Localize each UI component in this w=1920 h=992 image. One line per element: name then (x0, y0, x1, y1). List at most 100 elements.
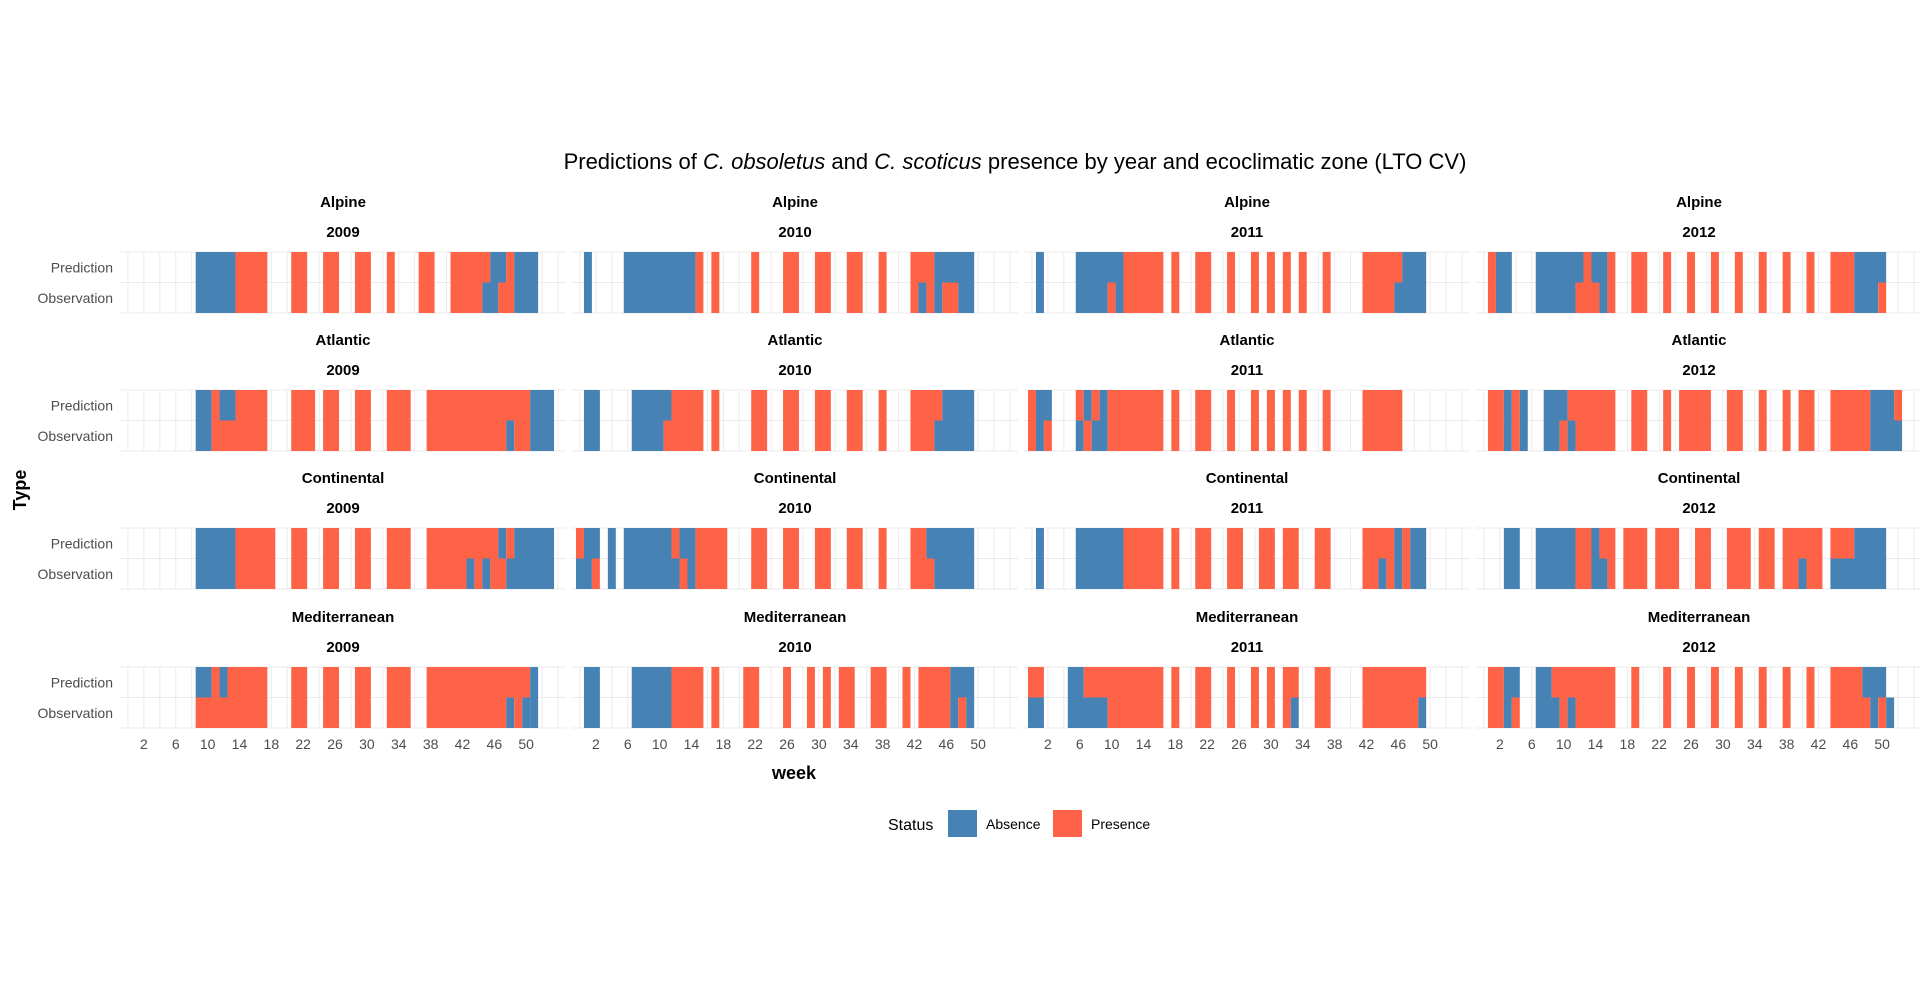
tile (838, 697, 855, 728)
observation-row (195, 282, 539, 313)
tile (1075, 252, 1124, 283)
tile (1298, 282, 1307, 313)
tile (354, 282, 371, 313)
tile (1726, 390, 1743, 421)
tile (1870, 390, 1895, 421)
tile (450, 252, 491, 283)
tile (1195, 390, 1212, 421)
tile (1298, 420, 1307, 451)
observation-row (583, 420, 975, 451)
tile (1171, 528, 1180, 559)
tile (354, 697, 371, 728)
tile (354, 528, 371, 559)
tile (814, 252, 831, 283)
tile (1758, 252, 1767, 283)
tile (1227, 282, 1236, 313)
tile (1282, 282, 1291, 313)
tile (1227, 697, 1236, 728)
facet-panel: Continental 2011 (1024, 470, 1470, 590)
tile (1782, 528, 1815, 559)
prediction-row (575, 528, 975, 559)
tile (1862, 667, 1887, 698)
tile (1378, 558, 1387, 589)
tile (1726, 558, 1751, 589)
tile (1503, 697, 1512, 728)
tile (1631, 252, 1648, 283)
tile (1567, 390, 1616, 421)
tile (1543, 420, 1560, 451)
tile (1830, 697, 1871, 728)
tile (1362, 558, 1379, 589)
tile (1487, 697, 1504, 728)
tile (711, 697, 720, 728)
tile (291, 667, 308, 698)
tile (1806, 697, 1815, 728)
x-tick-label: 14 (684, 736, 700, 752)
strip-year-label: 2010 (778, 639, 811, 656)
tile (1687, 667, 1696, 698)
tile (934, 282, 943, 313)
tile (1115, 282, 1124, 313)
tile (1282, 667, 1299, 698)
tile (623, 558, 680, 589)
tile (323, 667, 340, 698)
row-label-observation: Observation (38, 290, 113, 306)
x-tick-label: 42 (1359, 736, 1375, 752)
tile (1687, 252, 1696, 283)
tile (1806, 252, 1815, 283)
tile (1623, 528, 1648, 559)
strip-year-label: 2010 (778, 224, 811, 241)
tile (1511, 390, 1520, 421)
tile (195, 697, 268, 728)
tile (1687, 282, 1696, 313)
tile (1322, 252, 1331, 283)
tile (583, 252, 592, 283)
strip-zone-label: Alpine (1676, 194, 1722, 211)
tile (671, 390, 704, 421)
tile (1362, 697, 1419, 728)
tile (235, 528, 276, 559)
tile (1503, 667, 1520, 698)
tile (426, 390, 531, 421)
tile (806, 667, 815, 698)
facet-panel: Alpine 2009 Prediction Observation (38, 194, 566, 314)
tile (426, 528, 499, 559)
tile (1782, 252, 1791, 283)
strip-zone-label: Atlantic (1219, 332, 1274, 349)
tile (1314, 528, 1331, 559)
tile (1250, 697, 1259, 728)
tile (1575, 697, 1616, 728)
tile (1410, 528, 1427, 559)
x-tick-label: 42 (907, 736, 923, 752)
observation-row (1487, 697, 1895, 728)
tile (195, 667, 212, 698)
tile (1250, 667, 1259, 698)
tile (211, 390, 220, 421)
x-tick-label: 2 (592, 736, 600, 752)
facet-panel: Alpine 2010 (572, 194, 1018, 314)
tile (386, 282, 395, 313)
tile (1655, 528, 1680, 559)
tile (1075, 390, 1084, 421)
tile (323, 558, 340, 589)
tile (1567, 697, 1576, 728)
tile (918, 667, 951, 698)
tile (506, 528, 515, 559)
tile (926, 282, 935, 313)
tile (1083, 420, 1092, 451)
facet-panels: Alpine 2009 Prediction Observation Alpine 201… (38, 194, 1920, 752)
tile (1607, 558, 1616, 589)
tile (426, 697, 507, 728)
tile (671, 528, 680, 559)
tile (814, 390, 831, 421)
tile (1402, 558, 1411, 589)
strip-year-label: 2010 (778, 362, 811, 379)
tile (354, 558, 371, 589)
tile (814, 528, 831, 559)
x-tick-label: 50 (970, 736, 986, 752)
tile (1322, 420, 1331, 451)
tile (1091, 390, 1100, 421)
x-tick-label: 26 (1683, 736, 1699, 752)
x-tick-label: 18 (1620, 736, 1636, 752)
